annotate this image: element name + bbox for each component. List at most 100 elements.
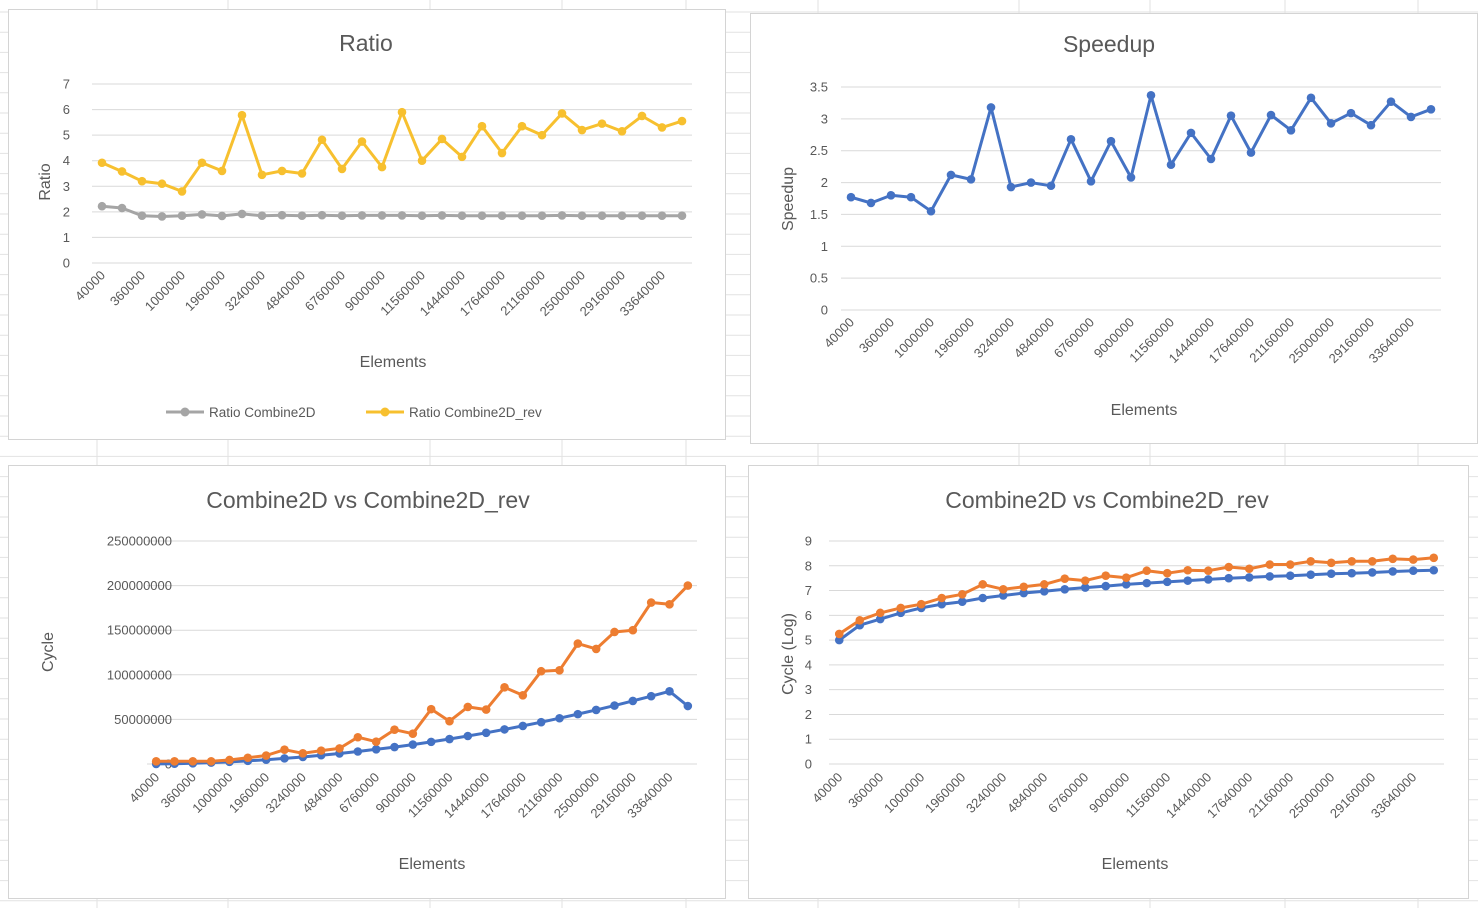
- y-tick-label: 250000000: [107, 534, 172, 549]
- data-point: [1224, 562, 1234, 572]
- data-point: [957, 597, 967, 607]
- y-tick-label: 3: [821, 111, 828, 126]
- data-point: [371, 737, 381, 746]
- data-point: [1080, 576, 1090, 585]
- cycle-chart-svg: Combine2D vs Combine2D_rev Cycle Element…: [40, 487, 697, 873]
- x-tick-label: 4840000: [1004, 770, 1050, 816]
- data-point: [457, 152, 467, 162]
- data-point: [1142, 578, 1152, 588]
- data-point: [610, 627, 619, 637]
- x-tick-label: 3240000: [971, 315, 1017, 361]
- y-tick-label: 0: [63, 256, 70, 271]
- data-point: [477, 121, 487, 131]
- data-point: [573, 709, 583, 719]
- data-point: [1266, 110, 1276, 120]
- data-point: [298, 748, 308, 758]
- data-point: [397, 211, 407, 220]
- data-point: [445, 734, 454, 744]
- data-point: [397, 107, 407, 117]
- y-tick-label: 3: [805, 682, 812, 697]
- y-tick-label: 3.5: [810, 80, 828, 95]
- data-point: [637, 111, 647, 121]
- cycle-chart[interactable]: Combine2D vs Combine2D_rev Cycle Element…: [8, 465, 726, 899]
- ratio-chart[interactable]: Ratio Ratio Elements 0 1 2 3 4 5 6 7 40000 360000…: [8, 9, 726, 440]
- data-point: [497, 211, 507, 220]
- data-point: [1186, 128, 1196, 138]
- x-tick-label: 40000: [809, 770, 845, 806]
- x-tick-label: 1960000: [182, 268, 228, 314]
- data-point: [390, 725, 399, 734]
- data-point: [1203, 566, 1213, 576]
- x-tick-label: 33640000: [1368, 770, 1420, 822]
- x-tick-label: 360000: [845, 770, 886, 811]
- data-point: [517, 121, 527, 131]
- data-point: [1244, 564, 1254, 574]
- data-point: [261, 751, 271, 760]
- data-point: [170, 757, 179, 766]
- data-point: [591, 644, 601, 654]
- data-point: [1006, 182, 1016, 192]
- data-point: [1206, 154, 1216, 164]
- data-point: [481, 728, 491, 738]
- data-point: [573, 639, 583, 648]
- y-tick-label: 0.5: [810, 271, 828, 286]
- data-point: [1226, 111, 1236, 120]
- x-tick-label: 4840000: [1011, 315, 1057, 361]
- data-point: [536, 666, 546, 676]
- data-point: [866, 198, 876, 208]
- data-point: [371, 744, 381, 754]
- data-point: [937, 593, 947, 603]
- data-point: [577, 125, 587, 135]
- data-point: [463, 702, 473, 712]
- x-tick-label: 40000: [72, 268, 108, 304]
- data-point: [1346, 108, 1356, 118]
- x-tick-label: 1960000: [931, 315, 977, 361]
- y-tick-label: 7: [63, 77, 70, 92]
- data-point: [1183, 565, 1193, 575]
- data-point: [206, 757, 216, 766]
- cycle-log-chart[interactable]: Combine2D vs Combine2D_rev Cycle (Log) E…: [748, 465, 1469, 899]
- data-point: [1203, 575, 1213, 584]
- data-point: [1106, 136, 1116, 146]
- x-tick-label: 3240000: [222, 268, 268, 314]
- y-tick-label: 1.5: [810, 207, 828, 222]
- data-point: [117, 203, 127, 213]
- data-point: [257, 170, 267, 180]
- data-point: [237, 209, 247, 219]
- speedup-chart-plot: 00.511.522.533.5400003600001000000196000…: [810, 80, 1441, 366]
- data-point: [1429, 565, 1439, 575]
- data-point: [886, 191, 896, 200]
- data-point: [896, 603, 906, 613]
- data-point: [188, 757, 198, 766]
- y-tick-label: 200000000: [107, 578, 172, 593]
- series-line: [838, 556, 1434, 636]
- data-point: [1408, 566, 1418, 576]
- y-tick-label: 2: [805, 707, 812, 722]
- x-tick-label: 6760000: [1045, 770, 1091, 816]
- y-tick-label: 0: [821, 303, 828, 318]
- data-point: [243, 753, 253, 763]
- data-point: [937, 599, 947, 609]
- data-point: [657, 123, 667, 132]
- data-point: [946, 170, 956, 180]
- series-line: [838, 568, 1434, 642]
- data-point: [297, 169, 307, 178]
- x-axis-title: Elements: [1102, 856, 1169, 873]
- x-axis-title: Elements: [1111, 402, 1178, 419]
- legend: Ratio Combine2D Ratio Combine2D_rev: [166, 405, 542, 420]
- data-point: [1162, 568, 1172, 578]
- data-point: [1347, 568, 1357, 578]
- speedup-chart[interactable]: Speedup Speedup Elements 0 0.5 1 1.5 2 2.5 3 3.…: [750, 13, 1478, 444]
- y-tick-label: 0: [805, 757, 812, 772]
- data-point: [297, 211, 307, 220]
- data-point: [1265, 572, 1275, 581]
- data-point: [1326, 558, 1336, 568]
- data-point: [317, 135, 327, 145]
- data-point: [637, 211, 647, 220]
- data-point: [151, 757, 161, 766]
- legend-label: Ratio Combine2D: [209, 405, 316, 420]
- data-point: [1046, 181, 1056, 191]
- data-point: [1224, 573, 1234, 583]
- x-tick-label: 6760000: [302, 268, 348, 314]
- series-line: [156, 584, 689, 763]
